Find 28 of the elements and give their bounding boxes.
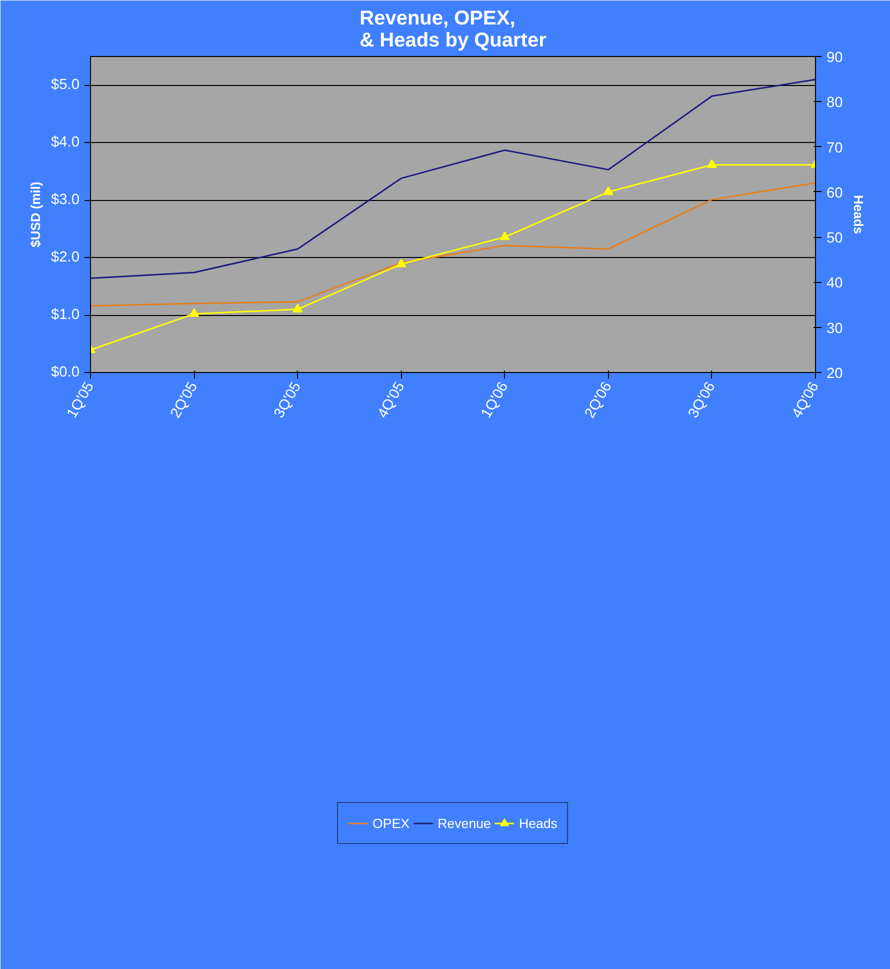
y-tick-label: $3.0	[50, 192, 80, 208]
y-tick-label: $1.0	[50, 307, 80, 324]
y2-tick-label: 50	[826, 230, 843, 247]
point	[189, 308, 200, 317]
y-tick-label: $4.0	[50, 134, 80, 151]
y2-tick-label: 80	[826, 95, 843, 112]
y-tick-label: $0.0	[50, 364, 80, 380]
y2-tick-label: 60	[826, 185, 843, 202]
legend-label: Revenue	[438, 816, 491, 830]
y2-tick-label: 70	[826, 140, 843, 156]
point	[292, 304, 303, 312]
y2-tick-label: 30	[826, 320, 843, 337]
line-series	[90, 182, 816, 307]
y2-axis-title: Heads	[850, 194, 866, 234]
chart-title: Revenue, OPEX, & Heads by Quarter	[360, 8, 547, 52]
legend-label: Heads	[518, 816, 558, 830]
y-axis-title: $USD (mil)	[28, 182, 43, 248]
point	[603, 186, 614, 196]
point	[706, 159, 717, 168]
y2-tick-label: 90	[826, 50, 843, 66]
y-tick-label: $5.0	[50, 77, 80, 94]
line-series	[90, 78, 816, 280]
point	[500, 231, 510, 240]
legend-label: OPEX	[372, 816, 410, 830]
y2-tick-label: 40	[826, 276, 843, 292]
y2-tick-label: 20	[826, 366, 843, 382]
y-tick-label: $2.0	[50, 250, 80, 266]
point	[396, 258, 406, 268]
